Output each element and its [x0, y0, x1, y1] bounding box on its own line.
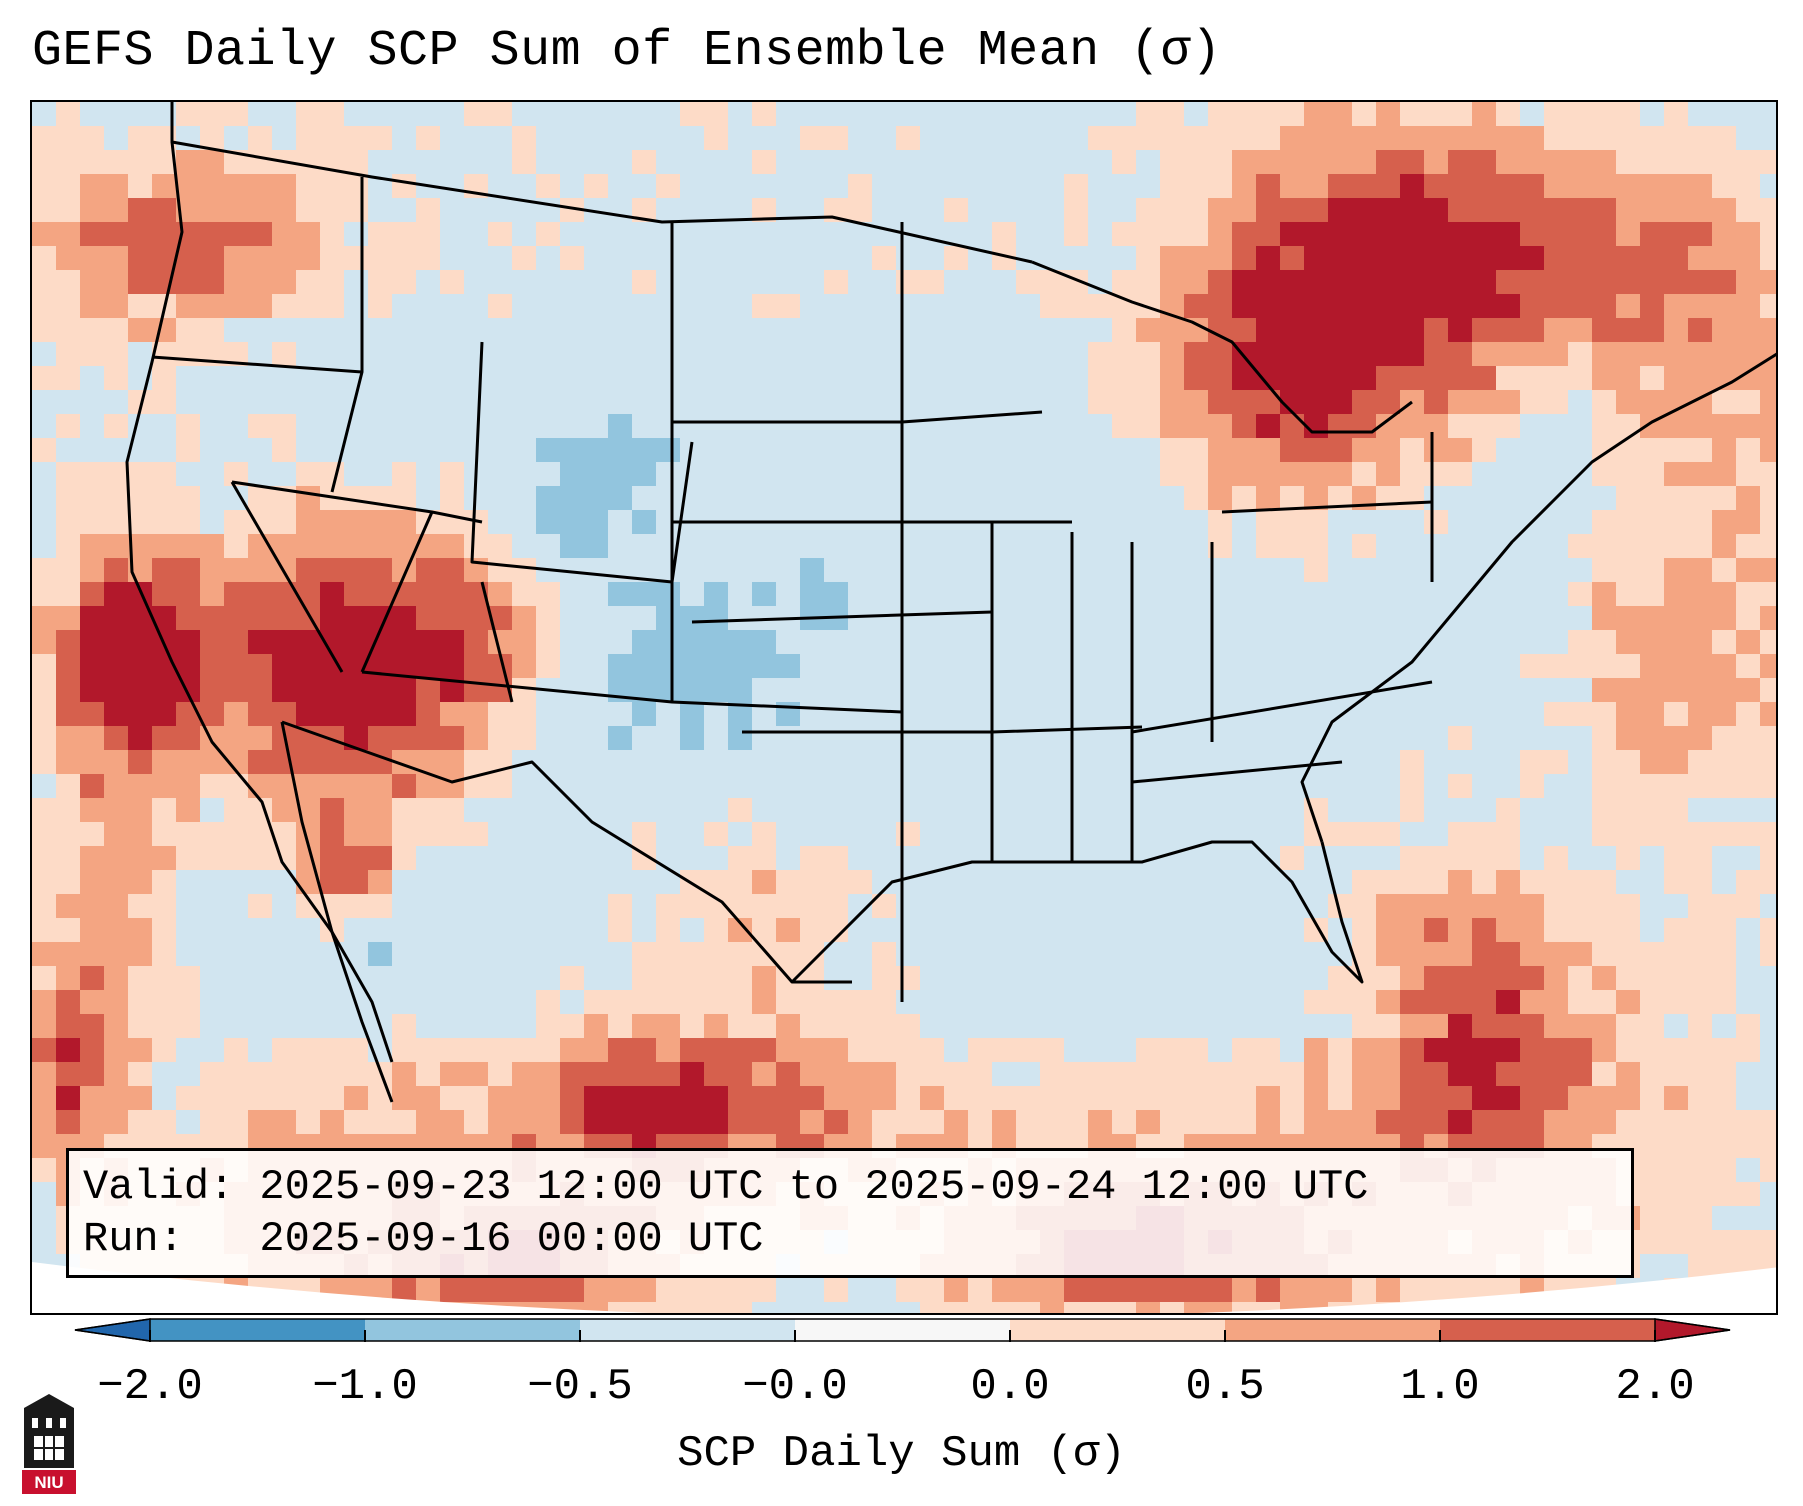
- map-panel: [30, 100, 1778, 1315]
- colorbar-label: SCP Daily Sum (σ): [677, 1429, 1126, 1479]
- us-canada-border: [170, 102, 1033, 264]
- state-border: [470, 341, 694, 584]
- state-border: [1131, 680, 1433, 734]
- atlantic-coastline: [1300, 352, 1776, 843]
- pacific-coastline: [125, 141, 394, 1063]
- state-border: [361, 670, 903, 714]
- colorbar-bin: [580, 1319, 796, 1341]
- state-border: [480, 581, 514, 703]
- colorbar-bin: [1225, 1319, 1441, 1341]
- colorbar-tick-label: 1.0: [1400, 1362, 1480, 1412]
- colorbar-bin: [1440, 1319, 1656, 1341]
- colorbar-bin: [795, 1319, 1011, 1341]
- valid-time-text: Valid: 2025-09-23 12:00 UTC to 2025-09-2…: [83, 1163, 1369, 1211]
- colorbar-extend-high: [1654, 1318, 1731, 1342]
- niu-castle-logo-icon: NIU: [22, 1394, 76, 1494]
- valid-run-info-box: Valid: 2025-09-23 12:00 UTC to 2025-09-2…: [66, 1148, 1634, 1278]
- shaded-cells: [32, 102, 1776, 1313]
- great-lakes-outline: [1031, 260, 1413, 434]
- state-border: [151, 355, 363, 374]
- colorbar-tick-label: −2.0: [97, 1362, 203, 1412]
- colorbar-bin: [150, 1319, 366, 1341]
- colorbar-bin: [365, 1319, 581, 1341]
- colorbar-ticks: [149, 1330, 1656, 1342]
- colorbar-bins: [150, 1319, 1656, 1341]
- colorbar-tick-label: 0.0: [970, 1362, 1050, 1412]
- state-border: [330, 177, 364, 493]
- colorbar-bin: [1010, 1319, 1226, 1341]
- state-borders: [125, 102, 1776, 1103]
- projection-edge: [32, 1262, 1776, 1313]
- colorbar-tick-label: −0.5: [527, 1362, 633, 1412]
- colorbar-extend-low: [74, 1318, 151, 1342]
- colorbar-tick-label: −1.0: [312, 1362, 418, 1412]
- baja-coastline: [280, 721, 394, 1103]
- colorbar: [74, 1318, 1731, 1342]
- colorbar-tick-label: 2.0: [1615, 1362, 1695, 1412]
- state-border: [1131, 760, 1343, 784]
- state-border: [230, 481, 344, 673]
- colorbar-tick-label: −0.0: [742, 1362, 848, 1412]
- state-border: [672, 410, 1043, 424]
- colorbar-tick-label: 0.5: [1185, 1362, 1265, 1412]
- map-title: GEFS Daily SCP Sum of Ensemble Mean (σ): [32, 23, 1222, 80]
- state-border: [691, 610, 993, 624]
- gulf-coastline: [790, 840, 1364, 984]
- state-border: [1221, 500, 1433, 514]
- run-time-text: Run: 2025-09-16 00:00 UTC: [83, 1215, 764, 1263]
- state-border: [360, 511, 434, 673]
- scp-gridded-field: [32, 102, 1776, 1313]
- niu-logo-text: NIU: [34, 1473, 63, 1492]
